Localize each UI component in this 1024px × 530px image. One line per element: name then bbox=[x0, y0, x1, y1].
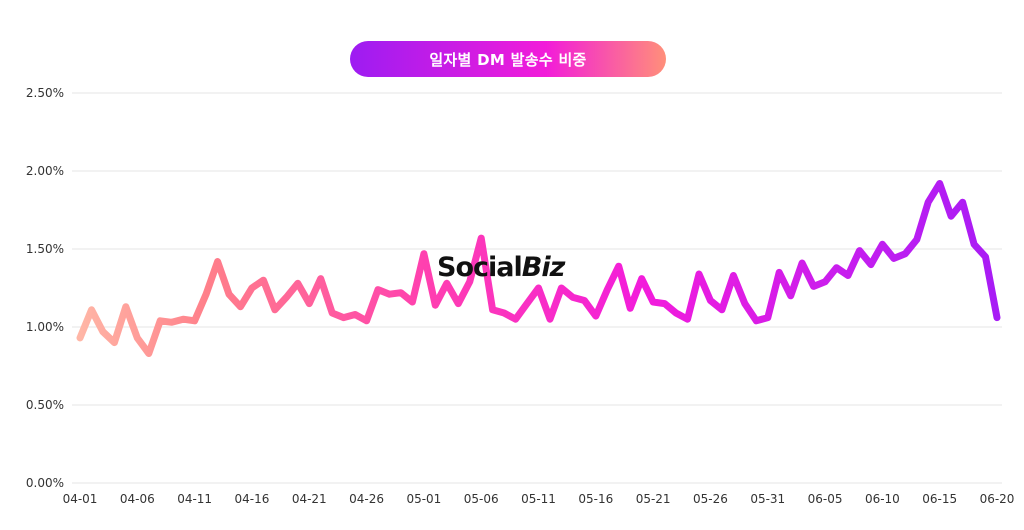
x-tick-label: 06-05 bbox=[808, 492, 843, 506]
y-tick-label: 0.50% bbox=[26, 398, 64, 412]
x-tick-label: 06-15 bbox=[922, 492, 957, 506]
y-tick-label: 2.50% bbox=[26, 86, 64, 100]
x-tick-label: 04-01 bbox=[63, 492, 98, 506]
x-tick-label: 05-31 bbox=[750, 492, 785, 506]
x-tick-label: 05-16 bbox=[578, 492, 613, 506]
chart-title: 일자별 DM 발송수 비중 bbox=[350, 41, 666, 77]
series-group bbox=[76, 180, 1001, 357]
y-axis-tick-labels: 0.00% 0.50% 1.00% 1.50% 2.00% 2.50% bbox=[26, 86, 64, 490]
x-tick-label: 04-26 bbox=[349, 492, 384, 506]
watermark-brand-biz: Biz bbox=[521, 252, 566, 283]
x-tick-label: 05-01 bbox=[406, 492, 441, 506]
socialbiz-watermark: SocialBiz bbox=[437, 252, 566, 283]
x-tick-label: 06-20 bbox=[980, 492, 1015, 506]
x-tick-label: 05-21 bbox=[636, 492, 671, 506]
y-tick-label: 1.00% bbox=[26, 320, 64, 334]
x-axis-tick-labels: 04-01 04-06 04-11 04-16 04-21 04-26 05-01 05-06… bbox=[63, 492, 1015, 506]
x-tick-label: 05-06 bbox=[464, 492, 499, 506]
y-tick-label: 2.00% bbox=[26, 164, 64, 178]
x-tick-label: 04-06 bbox=[120, 492, 155, 506]
x-tick-label: 04-21 bbox=[292, 492, 327, 506]
x-tick-label: 06-10 bbox=[865, 492, 900, 506]
series-line bbox=[76, 180, 1001, 357]
y-tick-label: 0.00% bbox=[26, 476, 64, 490]
watermark-brand-social: Social bbox=[437, 252, 523, 283]
x-tick-label: 04-11 bbox=[177, 492, 212, 506]
x-tick-label: 04-16 bbox=[235, 492, 270, 506]
x-tick-label: 05-11 bbox=[521, 492, 556, 506]
x-tick-label: 05-26 bbox=[693, 492, 728, 506]
grid-lines bbox=[72, 92, 1002, 484]
y-tick-label: 1.50% bbox=[26, 242, 64, 256]
